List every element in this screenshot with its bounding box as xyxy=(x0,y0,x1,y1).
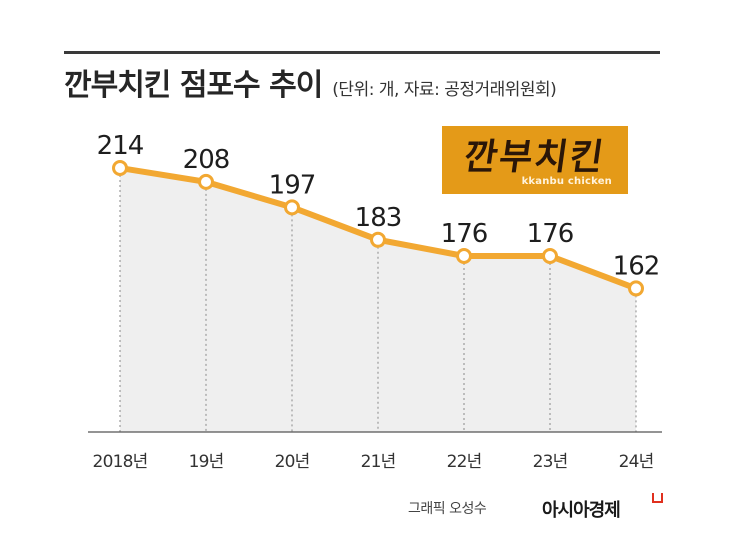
area-fill xyxy=(120,168,636,432)
x-tick-label-4: 22년 xyxy=(447,452,482,472)
data-label-2: 197 xyxy=(269,170,316,200)
brand-mark-icon xyxy=(652,493,663,503)
data-label-6: 162 xyxy=(613,251,660,281)
data-label-3: 183 xyxy=(355,203,402,233)
data-label-5: 176 xyxy=(527,219,574,249)
graphic-credit: 그래픽 오성수 xyxy=(408,501,487,517)
x-tick-label-0: 2018년 xyxy=(93,452,148,472)
logo-main-text: 깐부치킨 xyxy=(461,136,608,178)
guide-layer xyxy=(119,175,637,432)
label-layer: 214 208 197 183 176 176 162 xyxy=(97,131,661,281)
data-label-4: 176 xyxy=(441,219,488,249)
x-tick-label-3: 21년 xyxy=(361,452,396,472)
unit-note: (단위: 개, 자료: 공정거래위원회) xyxy=(332,80,557,100)
data-label-0: 214 xyxy=(97,131,144,161)
data-label-1: 208 xyxy=(183,145,230,175)
x-tick-label-6: 24년 xyxy=(619,452,654,472)
data-point-0 xyxy=(112,160,128,176)
top-rule xyxy=(64,51,660,54)
data-point-2 xyxy=(284,199,300,216)
data-point-1 xyxy=(198,173,214,190)
x-tick-label-1: 19년 xyxy=(189,452,224,472)
data-point-3 xyxy=(370,231,386,248)
x-tick-label-2: 20년 xyxy=(275,452,310,472)
data-point-5 xyxy=(542,248,558,264)
x-tick-label-5: 23년 xyxy=(533,452,568,472)
kkanbu-logo: 깐부치킨 kkanbu chicken xyxy=(442,126,628,194)
logo-sub-text: kkanbu chicken xyxy=(521,176,612,187)
data-point-6 xyxy=(628,280,644,297)
chart-title: 깐부치킨 점포수 추이 xyxy=(64,68,323,103)
header: 깐부치킨 점포수 추이 (단위: 개, 자료: 공정거래위원회) xyxy=(64,60,557,110)
area-layer xyxy=(120,168,636,432)
tick-layer: 2018년 19년 20년 21년 22년 23년 24년 xyxy=(93,452,655,472)
publisher-brand: 아시아경제 xyxy=(542,500,621,521)
point-layer xyxy=(112,160,644,297)
data-point-4 xyxy=(456,248,472,264)
